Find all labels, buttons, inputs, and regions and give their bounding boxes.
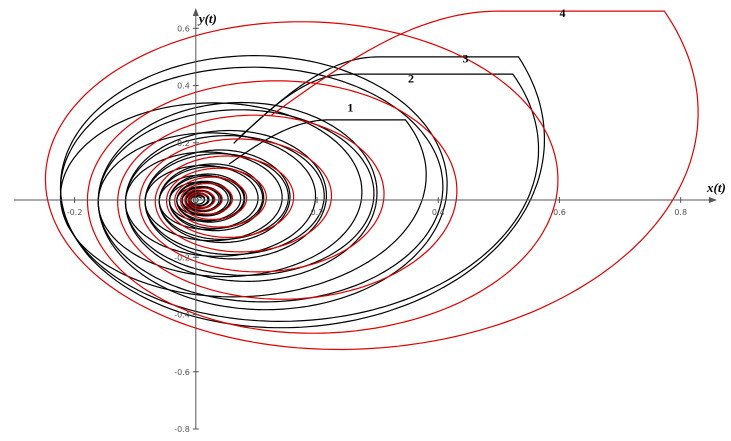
y-tick-label: -0.4 — [174, 311, 190, 320]
x-tick-label: -0.2 — [67, 208, 83, 217]
y-tick-label: 0.2 — [177, 139, 190, 148]
x-tick-label: 0.6 — [553, 208, 566, 217]
trajectory-4 — [44, 10, 699, 351]
curve-label-4: 4 — [559, 6, 565, 20]
axis-ticks: -0.2 0.2 0.4 0.6 0.8 0.6 0.4 0.2 -0.2 -0.4 -0.6 -0.… — [67, 24, 687, 434]
y-tick-label: 0.4 — [177, 82, 190, 91]
curve-label-1: 1 — [347, 100, 353, 114]
x-tick-label: 0.8 — [674, 208, 687, 217]
curve-label-2: 2 — [408, 72, 414, 86]
curve-labels: 1 2 3 4 — [347, 6, 565, 114]
y-axis-arrow — [192, 8, 199, 16]
y-axis-label: y(t) — [197, 11, 217, 26]
y-tick-label: -0.8 — [174, 425, 190, 434]
x-tick-label: 0.2 — [311, 208, 324, 217]
y-tick-label: 0.6 — [177, 24, 190, 33]
y-tick-label: -0.2 — [174, 253, 190, 262]
y-tick-label: -0.6 — [174, 368, 190, 377]
x-tick-label: 0.4 — [432, 208, 445, 217]
x-axis-label: x(t) — [706, 180, 726, 195]
trajectory-curves — [44, 10, 699, 351]
curve-label-3: 3 — [463, 52, 469, 66]
x-axis-arrow — [709, 197, 717, 204]
trajectory-2 — [59, 66, 540, 323]
axes — [14, 8, 717, 429]
